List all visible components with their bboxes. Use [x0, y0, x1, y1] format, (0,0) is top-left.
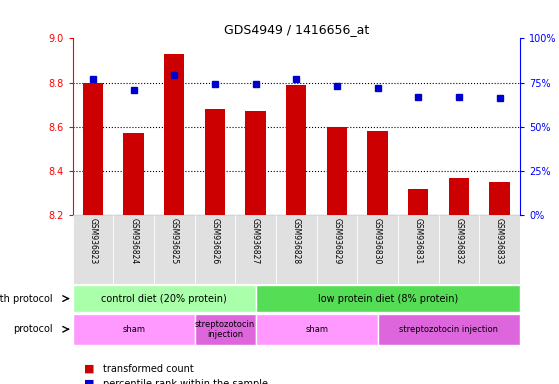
Bar	[235, 215, 276, 284]
Text: growth protocol: growth protocol	[0, 293, 53, 304]
Bar	[398, 215, 439, 284]
Bar	[83, 83, 103, 215]
Bar	[73, 285, 255, 313]
Bar	[73, 215, 113, 284]
Bar	[367, 131, 388, 215]
Text: GSM936833: GSM936833	[495, 218, 504, 265]
Text: GSM936824: GSM936824	[129, 218, 138, 265]
Text: GSM936823: GSM936823	[88, 218, 97, 265]
Bar	[439, 215, 479, 284]
Bar	[255, 314, 377, 345]
Bar	[357, 215, 398, 284]
Text: sham: sham	[305, 325, 328, 334]
Text: GSM936826: GSM936826	[210, 218, 220, 265]
Text: GSM936828: GSM936828	[292, 218, 301, 265]
Bar	[195, 215, 235, 284]
Bar	[245, 111, 266, 215]
Text: ■: ■	[84, 364, 94, 374]
Title: GDS4949 / 1416656_at: GDS4949 / 1416656_at	[224, 23, 369, 36]
Text: percentile rank within the sample: percentile rank within the sample	[103, 379, 268, 384]
Text: low protein diet (8% protein): low protein diet (8% protein)	[318, 293, 458, 304]
Text: transformed count: transformed count	[103, 364, 194, 374]
Text: control diet (20% protein): control diet (20% protein)	[101, 293, 227, 304]
Bar	[489, 182, 510, 215]
Bar	[154, 215, 195, 284]
Bar	[164, 54, 184, 215]
Bar	[124, 133, 144, 215]
Text: streptozotocin injection: streptozotocin injection	[399, 325, 498, 334]
Bar	[479, 215, 520, 284]
Bar	[205, 109, 225, 215]
Text: protocol: protocol	[13, 324, 53, 334]
Bar	[286, 85, 306, 215]
Text: GSM936829: GSM936829	[333, 218, 342, 265]
Bar	[408, 189, 428, 215]
Bar	[255, 285, 520, 313]
Text: ■: ■	[84, 379, 94, 384]
Bar	[195, 314, 255, 345]
Bar	[377, 314, 520, 345]
Bar	[276, 215, 316, 284]
Text: GSM936827: GSM936827	[251, 218, 260, 265]
Bar	[449, 177, 469, 215]
Text: GSM936830: GSM936830	[373, 218, 382, 265]
Bar	[327, 127, 347, 215]
Text: GSM936832: GSM936832	[454, 218, 463, 265]
Text: streptozotocin
injection: streptozotocin injection	[195, 319, 255, 339]
Text: GSM936831: GSM936831	[414, 218, 423, 265]
Text: sham: sham	[122, 325, 145, 334]
Bar	[316, 215, 357, 284]
Bar	[73, 314, 195, 345]
Bar	[113, 215, 154, 284]
Text: GSM936825: GSM936825	[170, 218, 179, 265]
